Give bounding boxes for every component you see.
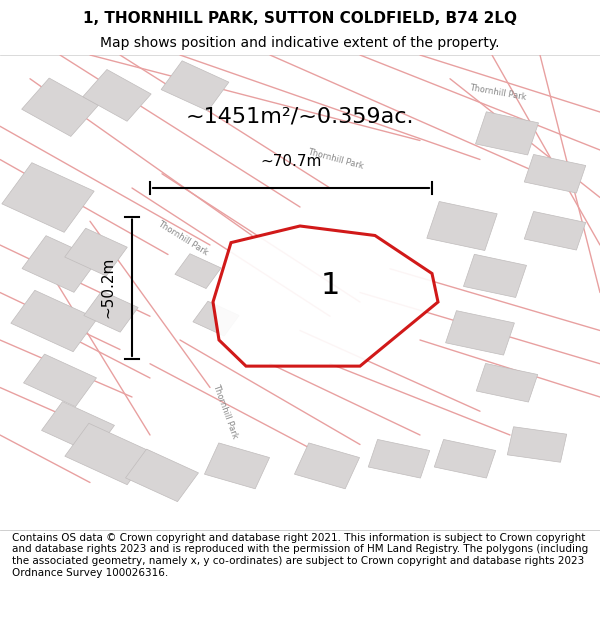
FancyBboxPatch shape [22,236,98,292]
FancyBboxPatch shape [524,211,586,250]
FancyBboxPatch shape [22,78,98,136]
FancyBboxPatch shape [175,254,221,289]
FancyBboxPatch shape [125,449,199,502]
FancyBboxPatch shape [83,69,151,121]
FancyBboxPatch shape [193,301,239,336]
Text: Thornhill Park: Thornhill Park [469,84,527,102]
FancyBboxPatch shape [507,427,567,462]
FancyBboxPatch shape [368,439,430,478]
Text: Thornhill Park: Thornhill Park [156,219,210,257]
FancyBboxPatch shape [446,311,514,355]
FancyBboxPatch shape [65,228,127,276]
FancyBboxPatch shape [295,443,359,489]
Polygon shape [213,226,438,366]
FancyBboxPatch shape [2,162,94,232]
FancyBboxPatch shape [84,291,138,332]
FancyBboxPatch shape [161,61,229,111]
Text: 1: 1 [321,271,340,300]
FancyBboxPatch shape [23,354,97,407]
FancyBboxPatch shape [65,423,151,485]
Text: ~70.7m: ~70.7m [260,154,322,169]
FancyBboxPatch shape [476,364,538,402]
FancyBboxPatch shape [11,290,97,352]
FancyBboxPatch shape [434,439,496,478]
Text: Contains OS data © Crown copyright and database right 2021. This information is : Contains OS data © Crown copyright and d… [12,533,588,578]
Text: Map shows position and indicative extent of the property.: Map shows position and indicative extent… [100,36,500,50]
Text: 1, THORNHILL PARK, SUTTON COLDFIELD, B74 2LQ: 1, THORNHILL PARK, SUTTON COLDFIELD, B74… [83,11,517,26]
Text: ~1451m²/~0.359ac.: ~1451m²/~0.359ac. [186,107,414,127]
FancyBboxPatch shape [475,112,539,155]
FancyBboxPatch shape [205,443,269,489]
FancyBboxPatch shape [427,201,497,251]
FancyBboxPatch shape [524,154,586,193]
FancyBboxPatch shape [41,402,115,454]
Text: ~50.2m: ~50.2m [101,257,115,318]
Text: Thornhill Park: Thornhill Park [211,382,239,440]
FancyBboxPatch shape [463,254,527,298]
Text: Thornhill Park: Thornhill Park [307,148,365,171]
